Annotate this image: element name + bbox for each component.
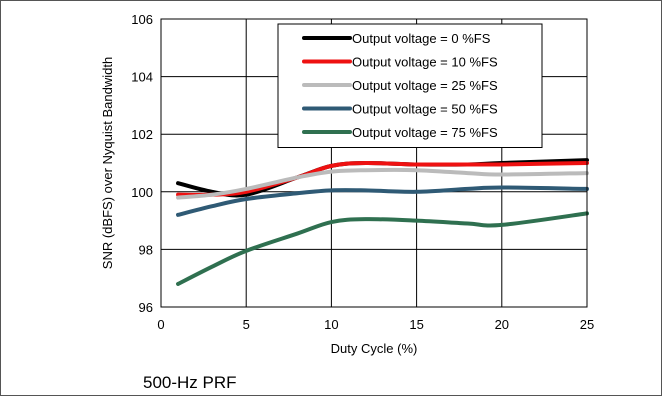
legend-label: Output voltage = 50 %FS <box>352 102 498 117</box>
series-line-3 <box>176 185 589 217</box>
y-tick-label: 100 <box>131 185 153 200</box>
tick-labels: 0 5 10 15 20 25 96 98 100 102 104 106 <box>131 12 594 332</box>
x-tick-label: 5 <box>243 317 250 332</box>
y-tick-label: 98 <box>139 242 153 257</box>
plot-area-frame <box>160 18 588 308</box>
legend-box <box>277 23 543 148</box>
figure-caption: 500-Hz PRF <box>143 373 237 392</box>
legend-label: Output voltage = 0 %FS <box>352 31 491 46</box>
series-line-2 <box>176 167 589 200</box>
x-tick-label: 25 <box>580 317 594 332</box>
legend: Output voltage = 0 %FS Output voltage = 1… <box>277 23 543 148</box>
y-tick-label: 102 <box>131 127 153 142</box>
y-tick-label: 106 <box>131 12 153 27</box>
series-line-4 <box>176 211 589 286</box>
series-lines <box>176 158 589 286</box>
y-tick-label: 104 <box>131 70 153 85</box>
legend-label: Output voltage = 75 %FS <box>352 125 498 140</box>
x-tick-label: 10 <box>324 317 338 332</box>
x-tick-label: 20 <box>495 317 509 332</box>
y-tick-label: 96 <box>139 300 153 315</box>
x-tick-label: 15 <box>409 317 423 332</box>
legend-label: Output voltage = 25 %FS <box>352 78 498 93</box>
y-axis-title: SNR (dBFS) over Nyquist Bandwidth <box>100 57 115 269</box>
x-axis-title: Duty Cycle (%) <box>331 341 418 356</box>
x-tick-label: 0 <box>157 317 164 332</box>
legend-label: Output voltage = 10 %FS <box>352 55 498 70</box>
